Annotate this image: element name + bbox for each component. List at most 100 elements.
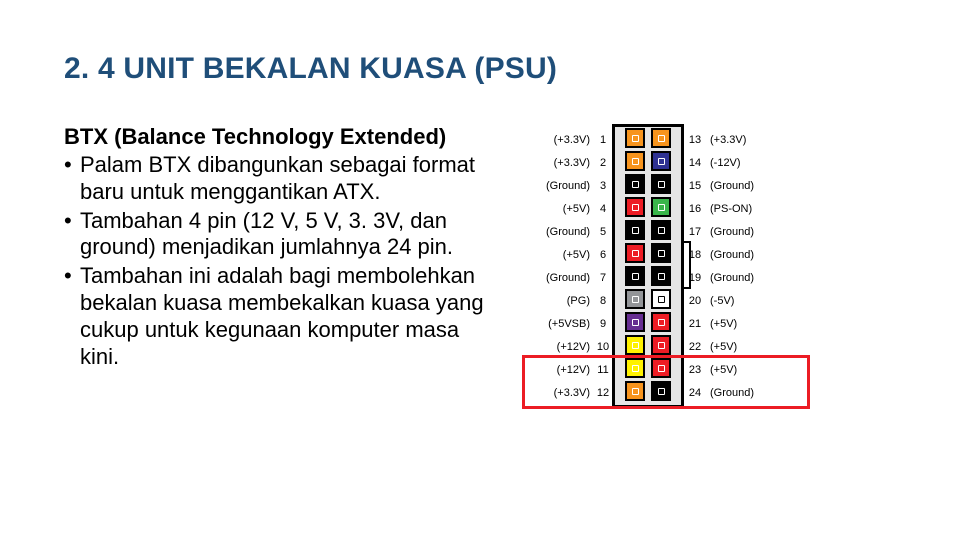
pin-number-right: 14 — [684, 157, 706, 169]
pin — [625, 128, 645, 148]
pin-row: (Ground)517(Ground) — [522, 220, 872, 243]
pin — [651, 220, 671, 240]
pin-number-right: 21 — [684, 318, 706, 330]
pin-body — [612, 243, 684, 266]
pin — [651, 381, 671, 401]
pin-label-right: (-12V) — [706, 157, 780, 169]
pin-row: (+3.3V)113(+3.3V) — [522, 128, 872, 151]
pin-label-left: (+12V) — [522, 341, 594, 353]
pin-label-right: (Ground) — [706, 387, 780, 399]
pin — [625, 335, 645, 355]
pin-number-left: 3 — [594, 180, 612, 192]
pin-label-left: (+5V) — [522, 249, 594, 261]
pin-label-right: (Ground) — [706, 226, 780, 238]
pin-number-right: 22 — [684, 341, 706, 353]
pin-number-right: 23 — [684, 364, 706, 376]
pin — [651, 128, 671, 148]
pin-label-right: (+3.3V) — [706, 134, 780, 146]
pin-row: (+5VSB)921(+5V) — [522, 312, 872, 335]
pin-label-right: (PS-ON) — [706, 203, 780, 215]
pin — [651, 174, 671, 194]
pin — [651, 312, 671, 332]
slide-title: 2. 4 UNIT BEKALAN KUASA (PSU) — [64, 52, 896, 86]
pin-label-left: (PG) — [522, 295, 594, 307]
pin-number-left: 11 — [594, 364, 612, 376]
pin-number-left: 6 — [594, 249, 612, 261]
pin — [625, 358, 645, 378]
pin-label-left: (+5V) — [522, 203, 594, 215]
pin-label-left: (+3.3V) — [522, 157, 594, 169]
pin — [651, 335, 671, 355]
pin-row: (+12V)10 22(+5V) — [522, 335, 872, 358]
pin-label-left: (Ground) — [522, 272, 594, 284]
pin — [625, 197, 645, 217]
pin-row: (PG)8 20(-5V) — [522, 289, 872, 312]
bullet-list: •Palam BTX dibangunkan sebagai format ba… — [64, 152, 504, 371]
pin-number-left: 2 — [594, 157, 612, 169]
pin-label-left: (+5VSB) — [522, 318, 594, 330]
bullet-text: Palam BTX dibangunkan sebagai format bar… — [80, 152, 504, 206]
pin-row: (+12V)11 23(+5V) — [522, 358, 872, 381]
pin-body — [612, 151, 684, 174]
connector-latch — [684, 241, 691, 289]
pin — [625, 312, 645, 332]
pin-number-left: 10 — [594, 341, 612, 353]
pin — [651, 266, 671, 286]
pin — [651, 243, 671, 263]
pin — [651, 358, 671, 378]
pin-body — [612, 381, 684, 404]
pin-row: (Ground)719(Ground) — [522, 266, 872, 289]
bullet-dot: • — [64, 263, 80, 370]
subtitle: BTX (Balance Technology Extended) — [64, 124, 504, 150]
bullet-text: Tambahan 4 pin (12 V, 5 V, 3. 3V, dan gr… — [80, 208, 504, 262]
pin-body — [612, 312, 684, 335]
pin-number-right: 24 — [684, 387, 706, 399]
bullet-dot: • — [64, 208, 80, 262]
bullet-item: •Palam BTX dibangunkan sebagai format ba… — [64, 152, 504, 206]
pin — [625, 174, 645, 194]
pin-number-left: 5 — [594, 226, 612, 238]
pin-label-right: (-5V) — [706, 295, 780, 307]
pin-number-left: 8 — [594, 295, 612, 307]
pin-row: (+3.3V)2 14(-12V) — [522, 151, 872, 174]
pin-number-right: 20 — [684, 295, 706, 307]
pin-body — [612, 335, 684, 358]
pin-label-left: (Ground) — [522, 226, 594, 238]
pin-label-left: (+3.3V) — [522, 387, 594, 399]
pin-number-right: 13 — [684, 134, 706, 146]
pin-label-right: (+5V) — [706, 341, 780, 353]
pin-number-right: 17 — [684, 226, 706, 238]
pin-label-right: (Ground) — [706, 249, 780, 261]
pin — [651, 151, 671, 171]
pin-body — [612, 358, 684, 381]
pin — [625, 289, 645, 309]
pin — [651, 289, 671, 309]
pin-body — [612, 266, 684, 289]
pin-label-left: (Ground) — [522, 180, 594, 192]
pin-label-left: (+3.3V) — [522, 134, 594, 146]
pin-number-right: 16 — [684, 203, 706, 215]
pin-row: (Ground)315(Ground) — [522, 174, 872, 197]
pin-body — [612, 220, 684, 243]
bullet-item: •Tambahan ini adalah bagi membolehkan be… — [64, 263, 504, 370]
pin-label-left: (+12V) — [522, 364, 594, 376]
pin — [625, 381, 645, 401]
pin-body — [612, 289, 684, 312]
text-column: BTX (Balance Technology Extended) •Palam… — [64, 124, 504, 404]
pin-label-right: (+5V) — [706, 364, 780, 376]
pin-body — [612, 128, 684, 151]
pin-number-right: 15 — [684, 180, 706, 192]
pin-row: (+5V)618(Ground) — [522, 243, 872, 266]
pin-label-right: (+5V) — [706, 318, 780, 330]
pin — [625, 243, 645, 263]
connector-diagram: (+3.3V)113(+3.3V)(+3.3V)214(-12V)(Ground… — [522, 128, 872, 404]
pin-number-left: 12 — [594, 387, 612, 399]
pin — [625, 266, 645, 286]
pin-body — [612, 174, 684, 197]
pin-body — [612, 197, 684, 220]
bullet-item: •Tambahan 4 pin (12 V, 5 V, 3. 3V, dan g… — [64, 208, 504, 262]
pin-number-left: 7 — [594, 272, 612, 284]
pin-label-right: (Ground) — [706, 272, 780, 284]
pin-row: (+5V)416(PS-ON) — [522, 197, 872, 220]
bullet-text: Tambahan ini adalah bagi membolehkan bek… — [80, 263, 504, 370]
